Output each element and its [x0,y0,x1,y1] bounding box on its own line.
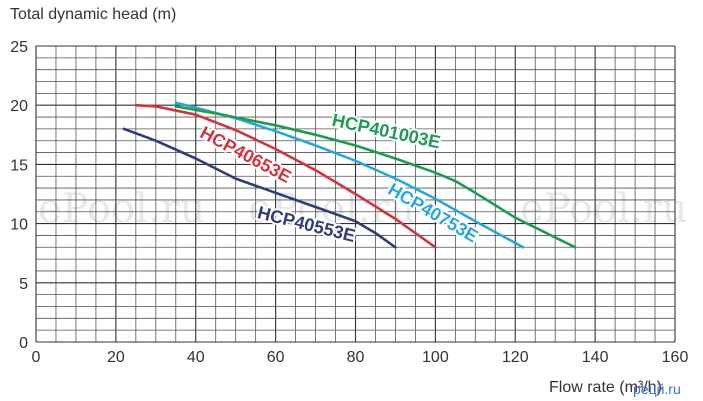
y-tick-label: 10 [10,217,28,234]
y-tick-label: 15 [10,157,28,174]
x-tick-label: 120 [502,349,529,366]
series-layer [122,101,577,249]
grid-layer [35,45,676,343]
series-label-hcp401003e: HCP401003E [330,110,442,152]
x-tick-label: 20 [107,349,125,366]
y-tick-label: 25 [10,39,28,56]
x-tick-label: 40 [187,349,205,366]
series-line-hcp40553e [122,127,397,249]
watermark-text: ePool.ru [38,186,206,232]
series-line-hcp40653e [134,103,437,249]
x-tick-label: 0 [32,349,41,366]
x-tick-label: 100 [422,349,449,366]
y-tick-label: 20 [10,98,28,115]
series-line-hcp401003e [174,105,577,249]
unit-logo-watermark: рецй.ru [633,381,681,397]
y-axis-title: Total dynamic head (m) [10,6,176,23]
y-tick-label: 5 [19,276,28,293]
y-tick-label: 0 [19,335,28,352]
axis-layer: 0 20 40 60 80 100 120 140 160 0 5 10 15 20 25 [10,39,688,366]
watermark-text: ePool.ru [520,186,688,232]
x-tick-label: 60 [267,349,285,366]
x-tick-label: 140 [582,349,609,366]
x-axis-title: Flow rate (m³/h) [549,379,662,396]
x-tick-label: 80 [347,349,365,366]
x-tick-label: 160 [662,349,689,366]
